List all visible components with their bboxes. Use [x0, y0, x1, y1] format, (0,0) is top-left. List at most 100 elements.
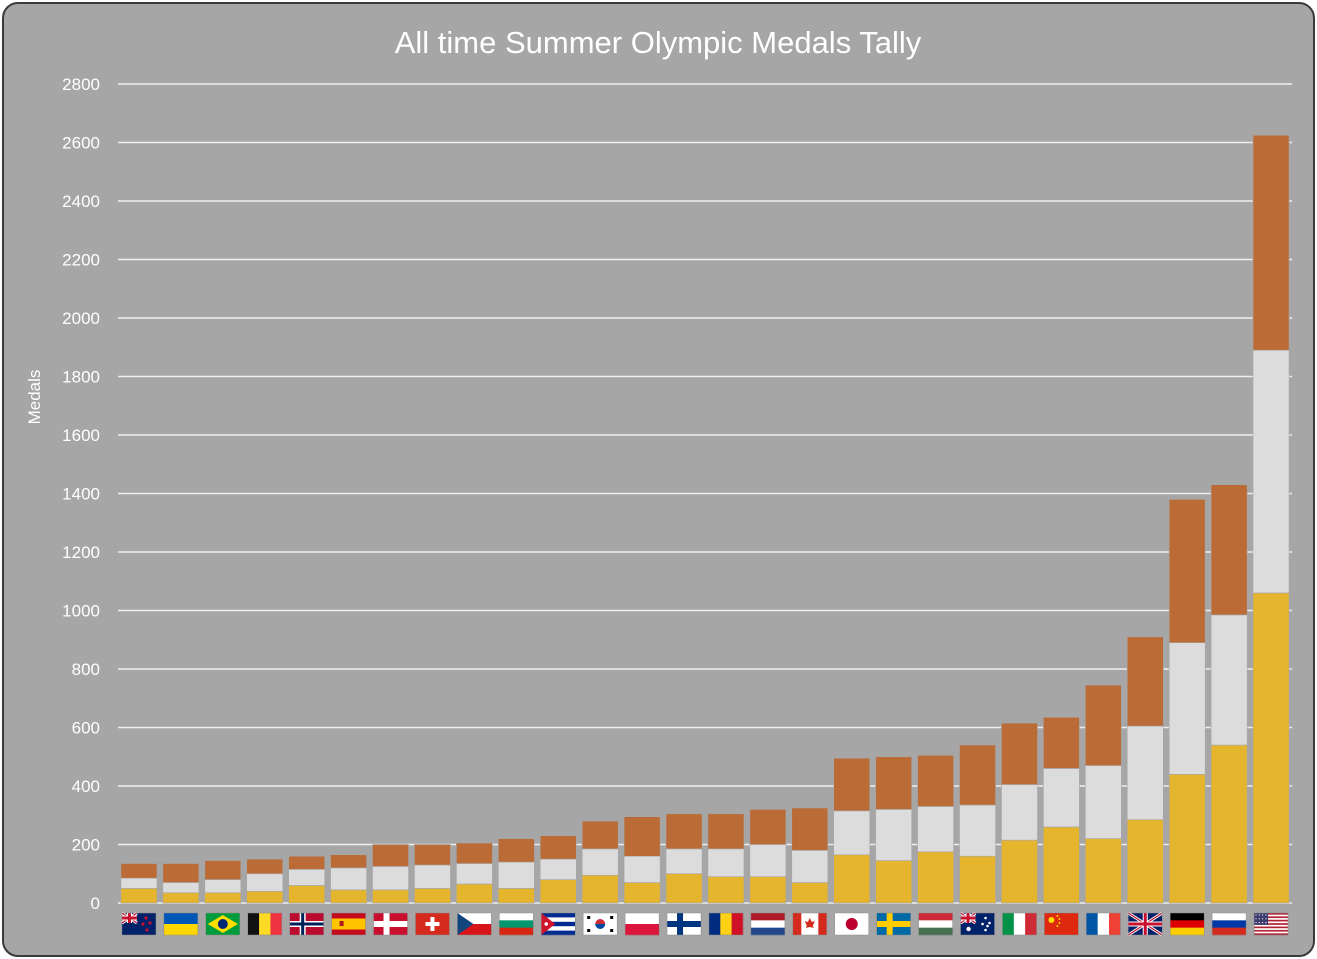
- bar-segment-bronze: [1252, 134, 1290, 351]
- flag-icon-kr: [582, 912, 618, 936]
- bar-segment-silver: [1126, 725, 1164, 820]
- bar-segment-silver: [456, 863, 493, 885]
- bar-segment-silver: [623, 855, 661, 883]
- bar-segment-gold: [749, 876, 787, 904]
- bar-group: [246, 858, 284, 904]
- flag-icon-ru: [1211, 912, 1247, 936]
- bar-segment-silver: [1001, 784, 1038, 841]
- bar-segment-bronze: [1001, 722, 1038, 785]
- bar-segment-gold: [120, 888, 158, 904]
- bar-group: [1252, 134, 1290, 904]
- bar-segment-bronze: [791, 807, 829, 851]
- bar-segment-gold: [623, 882, 661, 904]
- bar-segment-gold: [917, 851, 954, 904]
- y-tick-label: 0: [91, 894, 100, 913]
- bar-segment-gold: [707, 876, 745, 904]
- bar-segment-gold: [959, 855, 996, 904]
- bar-segment-silver: [497, 861, 535, 889]
- flag-icon-ua: [163, 912, 199, 936]
- bar-segment-gold: [1043, 826, 1080, 904]
- bar-segment-bronze: [665, 813, 703, 850]
- bar-group: [1001, 722, 1038, 904]
- bar-group: [372, 844, 409, 904]
- bar-segment-silver: [120, 877, 158, 889]
- bar-group: [917, 754, 954, 904]
- flag-icon-ca: [792, 912, 828, 936]
- bar-group: [623, 816, 661, 904]
- flag-icon-hu: [918, 912, 953, 936]
- bar-segment-gold: [246, 890, 284, 904]
- bar-segment-gold: [456, 883, 493, 904]
- flag-icon-dk: [373, 912, 408, 936]
- bar-segment-gold: [1252, 592, 1290, 904]
- bar-segment-bronze: [204, 860, 242, 880]
- y-tick-label: 2000: [62, 309, 100, 328]
- bar-group: [1084, 684, 1122, 904]
- flag-icon-es: [331, 912, 366, 936]
- y-tick-label: 2400: [62, 192, 100, 211]
- bar-segment-bronze: [917, 754, 954, 807]
- bar-segment-silver: [875, 809, 913, 861]
- flag-icon-ch: [415, 912, 450, 936]
- flag-icon-br: [205, 912, 241, 936]
- y-tick-label: 2800: [62, 75, 100, 94]
- bar-group: [749, 809, 787, 904]
- bar-segment-silver: [581, 848, 619, 876]
- flag-icon-gb: [1127, 911, 1164, 937]
- bar-segment-gold: [791, 882, 829, 904]
- bar-segment-bronze: [749, 809, 787, 845]
- bar-segment-gold: [1210, 744, 1248, 904]
- bar-group: [581, 820, 619, 904]
- chart-title: All time Summer Olympic Medals Tally: [395, 25, 922, 60]
- bar-segment-silver: [749, 844, 787, 877]
- bar-segment-silver: [833, 810, 871, 856]
- bar-segment-silver: [372, 866, 409, 891]
- bar-segment-silver: [246, 873, 284, 892]
- flag-icon-nz: [121, 911, 157, 936]
- bar-group: [414, 844, 451, 904]
- flag-icon-cz: [457, 912, 492, 936]
- flag-icon-jp: [834, 912, 869, 936]
- bar-segment-gold: [1084, 838, 1122, 904]
- bar-segment-gold: [1001, 839, 1038, 904]
- bar-group: [539, 835, 577, 904]
- y-tick-label: 400: [72, 777, 100, 796]
- bar-segment-gold: [330, 889, 367, 904]
- bar-segment-gold: [833, 854, 871, 904]
- flag-icon-no: [289, 912, 324, 936]
- bar-segment-gold: [875, 860, 913, 904]
- flag-icon-bg: [499, 912, 534, 936]
- y-tick-label: 1200: [62, 543, 100, 562]
- bar-segment-gold: [665, 873, 703, 904]
- y-axis-ticks: 0 200 400 600 800 1000 1200 1400 1600 1800 2000 220…: [62, 75, 100, 913]
- flag-icon-fi: [666, 912, 702, 936]
- y-tick-label: 1000: [62, 602, 100, 621]
- flag-icon-nl: [750, 912, 786, 936]
- bar-segment-bronze: [1084, 684, 1122, 766]
- bar-segment-bronze: [1043, 716, 1080, 769]
- bar-segment-silver: [707, 848, 745, 877]
- bar-segment-bronze: [833, 757, 871, 812]
- bar-segment-gold: [204, 892, 242, 904]
- y-tick-label: 1600: [62, 426, 100, 445]
- bar-segment-gold: [288, 885, 326, 904]
- bar-segment-gold: [1168, 773, 1206, 904]
- bar-group: [959, 744, 996, 904]
- bar-segment-silver: [917, 806, 954, 853]
- bar-segment-silver: [1043, 768, 1080, 828]
- bar-segment-silver: [959, 804, 996, 857]
- y-tick-label: 800: [72, 660, 100, 679]
- flag-icon-be: [247, 912, 283, 936]
- bar-group: [833, 757, 871, 904]
- bar-group: [456, 842, 493, 904]
- flag-icon-us: [1253, 912, 1289, 936]
- bar-group: [204, 860, 242, 904]
- bar-segment-bronze: [1126, 636, 1164, 727]
- bar-segment-bronze: [1168, 499, 1206, 643]
- y-tick-label: 2200: [62, 251, 100, 270]
- bar-group: [1168, 499, 1206, 904]
- bar-group: [791, 807, 829, 904]
- bar-segment-gold: [581, 874, 619, 904]
- flag-icon-au: [959, 911, 995, 936]
